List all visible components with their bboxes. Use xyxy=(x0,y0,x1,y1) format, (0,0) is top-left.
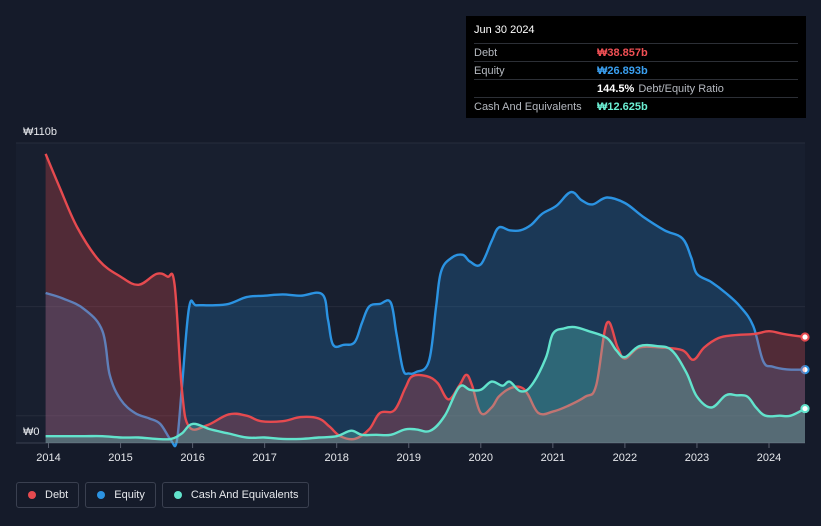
tooltip-equity-label: Equity xyxy=(474,64,505,77)
tooltip-cash-row: Cash And Equivalents ₩12.625b xyxy=(474,97,798,115)
tooltip-ratio-row: 144.5% Debt/Equity Ratio xyxy=(474,79,798,97)
cash-dot-icon xyxy=(173,491,182,499)
legend-cash-toggle[interactable]: Cash And Equivalents xyxy=(161,482,310,508)
x-tick-label-2014: 2014 xyxy=(36,452,60,464)
x-tick-label-2023: 2023 xyxy=(685,452,709,464)
y-axis-bottom-label: ₩0 xyxy=(23,426,40,438)
legend-debt-label: Debt xyxy=(45,489,69,501)
x-tick-label-2016: 2016 xyxy=(180,452,204,464)
tooltip-debt-label: Debt xyxy=(474,46,498,59)
x-tick-label-2024: 2024 xyxy=(757,452,781,464)
legend-debt-toggle[interactable]: Debt xyxy=(16,482,80,508)
cash-area xyxy=(45,326,806,443)
chart-legend: Debt Equity Cash And Equivalents xyxy=(16,482,310,508)
tooltip-cash-label: Cash And Equivalents xyxy=(474,100,582,113)
x-axis-ticks: 2014 2015 2016 2017 2018 2019 2020 2021 2022 2023… xyxy=(36,443,781,464)
legend-equity-label: Equity xyxy=(114,489,145,501)
tooltip-debt-value: ₩38.857b xyxy=(597,46,648,59)
debt-dot-icon xyxy=(28,491,36,499)
cash-line xyxy=(45,325,806,441)
x-tick-label-2019: 2019 xyxy=(397,452,421,464)
data-tooltip: Jun 30 2024 Debt ₩38.857b Equity ₩26.893… xyxy=(466,16,806,118)
chart-grid xyxy=(16,142,805,444)
equity-line xyxy=(45,190,806,448)
chart-series xyxy=(44,153,810,448)
tooltip-cash-value: ₩12.625b xyxy=(597,100,648,113)
x-tick-label-2021: 2021 xyxy=(541,452,565,464)
equity-area xyxy=(45,192,806,447)
x-tick-label-2017: 2017 xyxy=(252,452,276,464)
x-tick-label-2020: 2020 xyxy=(469,452,493,464)
legend-cash-label: Cash And Equivalents xyxy=(190,489,299,501)
x-tick-label-2018: 2018 xyxy=(324,452,348,464)
tooltip-date: Jun 30 2024 xyxy=(474,24,535,36)
tooltip-equity-value: ₩26.893b xyxy=(597,64,648,77)
cash-end-point xyxy=(800,403,810,414)
plot-background xyxy=(16,143,805,443)
tooltip-debt-row: Debt ₩38.857b xyxy=(474,43,798,61)
equity-dot-icon xyxy=(97,491,106,499)
tooltip-ratio-label: Debt/Equity Ratio xyxy=(638,82,724,95)
x-tick-label-2015: 2015 xyxy=(108,452,132,464)
debt-area xyxy=(45,153,806,443)
tooltip-ratio-value: 144.5% xyxy=(597,82,635,95)
equity-end-point xyxy=(800,365,810,375)
x-tick-label-2022: 2022 xyxy=(613,452,637,464)
debt-end-point xyxy=(800,332,810,342)
tooltip-equity-row: Equity ₩26.893b xyxy=(474,61,798,79)
y-axis-top-label: ₩110b xyxy=(23,126,57,138)
legend-equity-toggle[interactable]: Equity xyxy=(85,482,156,508)
debt-line xyxy=(44,153,806,441)
